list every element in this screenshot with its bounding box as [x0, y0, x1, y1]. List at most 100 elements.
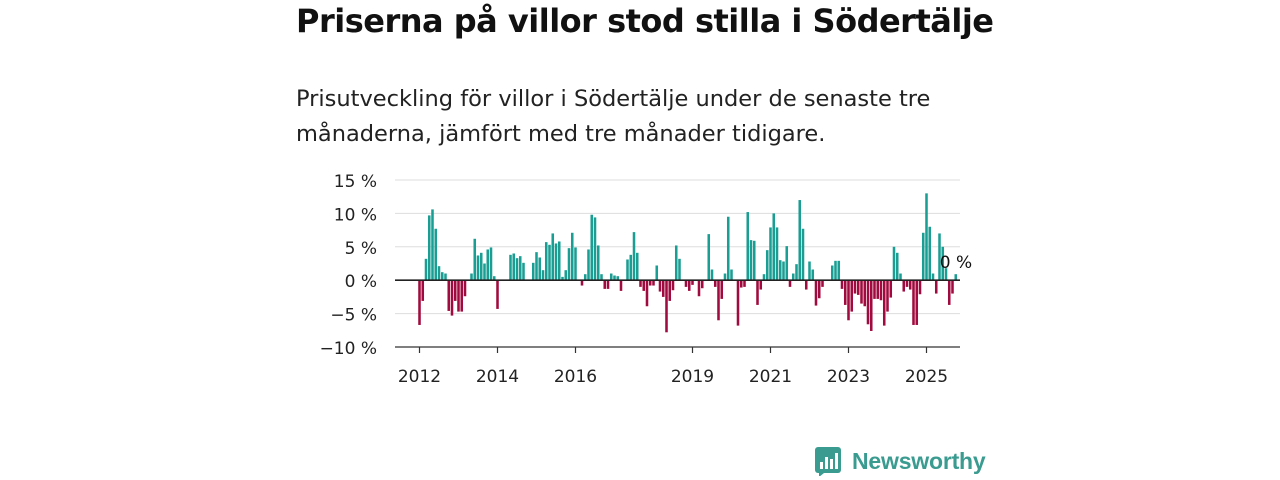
y-tick-label: 10 %: [334, 205, 377, 225]
bar: [736, 280, 740, 326]
bar: [684, 280, 688, 287]
bar: [535, 252, 538, 281]
y-tick-label: −5 %: [330, 306, 377, 326]
bar: [531, 262, 535, 281]
bar: [795, 264, 798, 281]
bar: [606, 280, 610, 289]
bar: [632, 232, 636, 281]
bar: [856, 280, 860, 295]
bar: [772, 213, 776, 281]
bar: [873, 280, 876, 299]
bar: [808, 261, 811, 281]
x-tick-label: 2014: [476, 367, 519, 387]
bar: [450, 280, 454, 316]
bar: [444, 273, 447, 281]
bar: [840, 280, 844, 289]
bar: [609, 273, 613, 281]
bar: [915, 280, 919, 325]
brand-logo: Newsworthy: [814, 445, 986, 477]
bar: [590, 214, 594, 281]
bar: [905, 280, 909, 287]
bar: [847, 280, 850, 321]
bar: [801, 228, 805, 281]
bar: [642, 280, 646, 291]
bar: [440, 272, 444, 281]
bar: [587, 249, 590, 281]
bar: [616, 276, 620, 281]
bar: [811, 269, 815, 281]
bar: [424, 258, 428, 281]
bar: [817, 280, 821, 299]
bar: [762, 274, 766, 281]
bar: [866, 280, 870, 325]
bar: [759, 280, 763, 290]
bar: [804, 280, 808, 290]
newsworthy-logo-icon: [815, 447, 841, 476]
y-tick-label: −10 %: [320, 339, 377, 359]
bar: [814, 280, 818, 306]
bar: [655, 265, 659, 281]
bar: [648, 280, 652, 286]
bar: [756, 280, 759, 305]
bar: [515, 258, 519, 281]
bar: [509, 254, 512, 281]
bar: [554, 243, 558, 281]
bar: [908, 280, 912, 290]
bar: [561, 276, 564, 281]
bar: [652, 280, 655, 286]
bar: [541, 270, 545, 281]
y-tick-label: 5 %: [345, 239, 377, 259]
bar: [925, 193, 928, 281]
bar: [476, 255, 480, 281]
bar: [700, 280, 704, 289]
page-title: Priserna på villor stod stilla i Södertä…: [296, 2, 994, 40]
bar: [830, 265, 834, 281]
bar: [674, 245, 678, 281]
bar: [928, 226, 932, 281]
bar: [785, 246, 789, 281]
bar: [902, 280, 906, 292]
bar: [483, 263, 486, 281]
x-tick-label: 2023: [827, 367, 870, 387]
bar: [899, 273, 902, 281]
bar: [743, 280, 746, 287]
bar: [687, 280, 691, 291]
bar: [658, 280, 662, 292]
bar: [837, 260, 841, 281]
bar: [678, 258, 681, 281]
bar: [470, 273, 473, 281]
bar: [713, 280, 717, 287]
bar: [583, 274, 587, 281]
bar: [496, 280, 499, 309]
bar: [934, 280, 938, 294]
bar: [752, 240, 756, 281]
bar: [941, 246, 945, 281]
bar: [717, 280, 720, 321]
bar: [457, 280, 460, 312]
bar: [746, 212, 750, 281]
bar: [427, 215, 431, 281]
bar: [538, 257, 542, 281]
bar: [619, 280, 623, 291]
bar: [892, 246, 896, 281]
bar: [691, 280, 694, 285]
bar: [730, 269, 733, 281]
bar: [707, 234, 711, 281]
bar: [671, 280, 675, 291]
bar: [788, 280, 792, 287]
bar: [895, 252, 899, 281]
bar: [460, 280, 464, 312]
bar: [492, 276, 496, 281]
bar: [629, 254, 633, 281]
latest-value-annotation: 0 %: [940, 253, 972, 273]
bar: [769, 227, 772, 281]
bar: [739, 280, 743, 288]
bar: [944, 268, 948, 281]
x-tick-label: 2025: [905, 367, 948, 387]
bar: [479, 252, 483, 281]
bar: [882, 280, 886, 326]
x-tick-label: 2019: [671, 367, 714, 387]
bar: [886, 280, 889, 312]
bar: [489, 247, 493, 281]
